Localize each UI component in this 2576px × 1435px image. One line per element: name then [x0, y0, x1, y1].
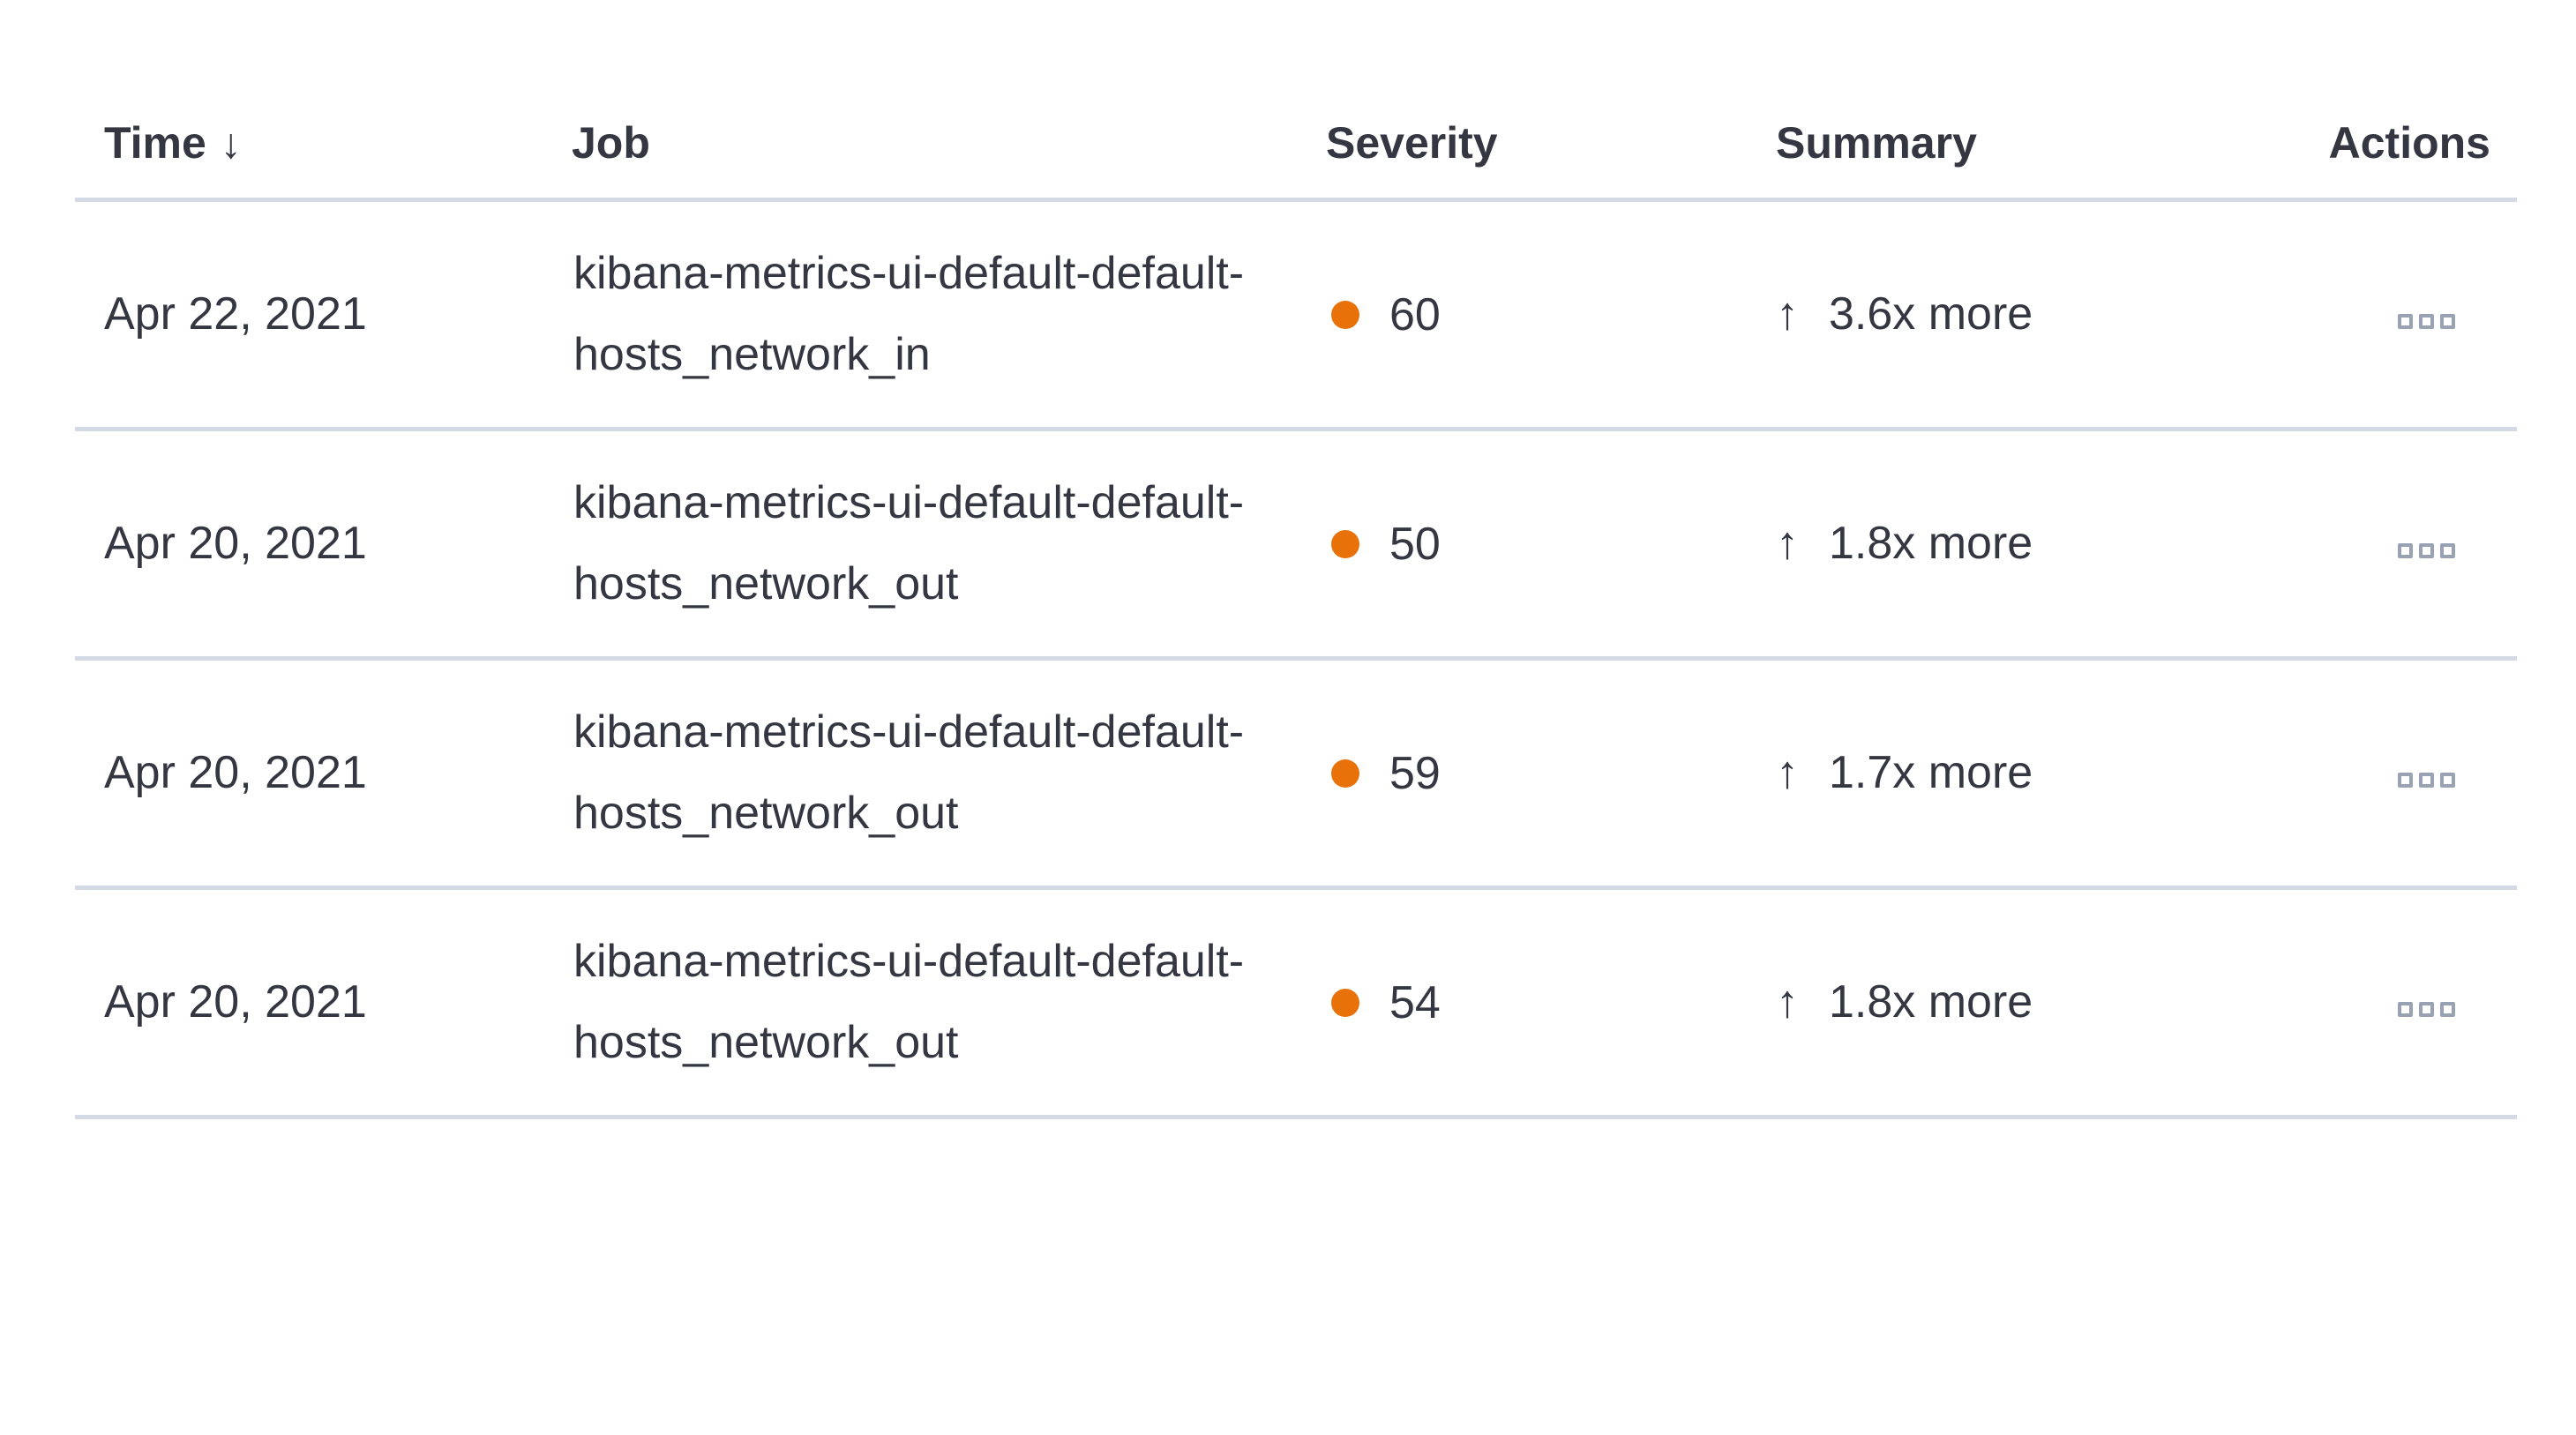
trend-up-arrow-icon: ↑ — [1776, 747, 1799, 798]
trend-up-arrow-icon: ↑ — [1776, 288, 1799, 340]
boxes-horizontal-icon — [2398, 1002, 2413, 1017]
table-row: Apr 20, 2021 kibana-metrics-ui-default-d… — [75, 658, 2517, 890]
actions-menu-button[interactable] — [2398, 314, 2455, 329]
actions-cell — [2258, 658, 2517, 890]
table-row: Apr 22, 2021 kibana-metrics-ui-default-d… — [75, 199, 2517, 431]
boxes-horizontal-icon — [2398, 314, 2413, 329]
job-cell: kibana-metrics-ui-default-default-hosts_… — [547, 887, 1301, 1119]
severity-value: 50 — [1389, 518, 1441, 570]
summary-value: 1.8x more — [1829, 976, 2033, 1028]
actions-menu-button[interactable] — [2398, 1002, 2455, 1017]
actions-menu-button[interactable] — [2398, 543, 2455, 558]
job-name: kibana-metrics-ui-default-default-hosts_… — [573, 706, 1245, 839]
severity-cell: 50 — [1301, 429, 1751, 661]
column-header-severity: Severity — [1301, 88, 1751, 202]
severity-value: 60 — [1389, 288, 1441, 340]
job-name: kibana-metrics-ui-default-default-hosts_… — [573, 477, 1245, 609]
table-header-row: Time ↓ Job Severity Summary Actions — [75, 88, 2517, 202]
severity-value: 54 — [1389, 976, 1441, 1028]
severity-cell: 54 — [1301, 887, 1751, 1119]
severity-value: 59 — [1389, 747, 1441, 799]
column-header-time-label: Time — [104, 117, 206, 168]
summary-value: 3.6x more — [1829, 288, 2033, 340]
summary-cell: ↑ 1.8x more — [1751, 887, 2258, 1119]
trend-up-arrow-icon: ↑ — [1776, 976, 1799, 1028]
table-row: Apr 20, 2021 kibana-metrics-ui-default-d… — [75, 429, 2517, 661]
column-header-job: Job — [547, 88, 1301, 202]
summary-value: 1.8x more — [1829, 518, 2033, 569]
actions-menu-button[interactable] — [2398, 773, 2455, 788]
severity-cell: 59 — [1301, 658, 1751, 890]
boxes-horizontal-icon — [2398, 773, 2413, 788]
severity-cell: 60 — [1301, 199, 1751, 431]
actions-cell — [2258, 199, 2517, 431]
time-cell: Apr 20, 2021 — [75, 658, 547, 890]
trend-up-arrow-icon: ↑ — [1776, 518, 1799, 569]
job-cell: kibana-metrics-ui-default-default-hosts_… — [547, 429, 1301, 661]
time-cell: Apr 20, 2021 — [75, 429, 547, 661]
actions-cell — [2258, 429, 2517, 661]
summary-value: 1.7x more — [1829, 747, 2033, 798]
time-cell: Apr 20, 2021 — [75, 887, 547, 1119]
summary-cell: ↑ 1.8x more — [1751, 429, 2258, 661]
column-header-actions: Actions — [2258, 88, 2517, 202]
severity-dot-icon — [1331, 759, 1359, 788]
job-cell: kibana-metrics-ui-default-default-hosts_… — [547, 658, 1301, 890]
summary-cell: ↑ 3.6x more — [1751, 199, 2258, 431]
summary-cell: ↑ 1.7x more — [1751, 658, 2258, 890]
anomalies-table: Time ↓ Job Severity Summary Actions Apr 2… — [75, 88, 2517, 1119]
severity-dot-icon — [1331, 988, 1359, 1017]
job-name: kibana-metrics-ui-default-default-hosts_… — [573, 248, 1245, 380]
job-name: kibana-metrics-ui-default-default-hosts_… — [573, 936, 1245, 1068]
job-cell: kibana-metrics-ui-default-default-hosts_… — [547, 199, 1301, 431]
column-header-summary: Summary — [1751, 88, 2258, 202]
boxes-horizontal-icon — [2398, 543, 2413, 558]
severity-dot-icon — [1331, 529, 1359, 558]
sort-descending-icon: ↓ — [220, 120, 242, 168]
column-header-time[interactable]: Time ↓ — [75, 88, 547, 202]
time-cell: Apr 22, 2021 — [75, 199, 547, 431]
actions-cell — [2258, 887, 2517, 1119]
severity-dot-icon — [1331, 300, 1359, 329]
anomalies-table-container: Time ↓ Job Severity Summary Actions Apr 2… — [75, 88, 2517, 1119]
table-row: Apr 20, 2021 kibana-metrics-ui-default-d… — [75, 887, 2517, 1119]
